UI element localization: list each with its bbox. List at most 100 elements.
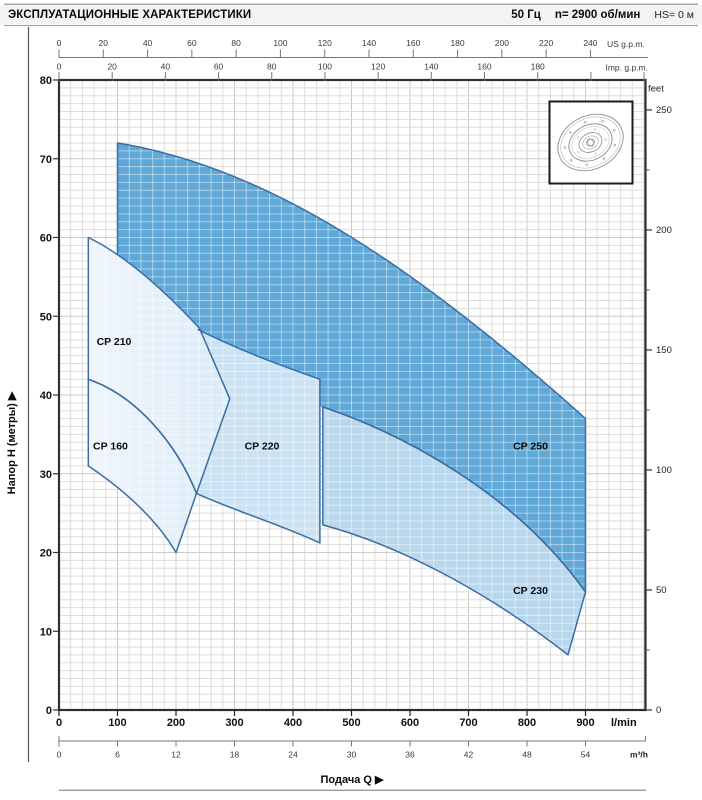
m3h-tick-label: 0 (57, 750, 62, 760)
us-gpm-unit-label: US g.p.m. (607, 39, 645, 49)
imp-gpm-tick-label: 100 (318, 62, 332, 72)
feet-tick-label: 100 (656, 465, 672, 476)
flow-tick-label: 400 (284, 717, 302, 729)
m3h-tick-label: 30 (347, 750, 357, 760)
m3h-tick-label: 24 (288, 750, 298, 760)
imp-gpm-tick-label: 160 (477, 62, 491, 72)
feet-tick-label: 0 (656, 705, 661, 716)
imp-gpm-tick-label: 120 (371, 62, 385, 72)
m3h-tick-label: 48 (522, 750, 532, 760)
page-title: ЭКСПЛУАТАЦИОННЫЕ ХАРАКТЕРИСТИКИ (8, 9, 252, 21)
us-gpm-tick-label: 80 (231, 38, 241, 48)
flow-tick-label: 0 (56, 717, 62, 729)
frequency-value: 50 Гц (511, 9, 541, 21)
header-specs: 50 Гц n= 2900 об/мин HS= 0 м (511, 9, 694, 21)
region-cp-210 (88, 237, 230, 494)
impeller-ring (578, 132, 603, 153)
feet-unit-label: feet (648, 84, 664, 95)
region-outline-cp-160 (87, 378, 198, 554)
imp-gpm-unit-label: Imp. g.p.m. (605, 63, 648, 73)
impeller-inner-hole (604, 138, 607, 141)
feet-tick-label: 250 (656, 105, 672, 116)
impeller-bolt-hole (584, 120, 587, 124)
imp-gpm-tick-label: 20 (107, 62, 117, 72)
impeller-inner-hole (593, 128, 596, 131)
impeller-bolt-hole (570, 159, 573, 162)
flow-tick-label: 900 (576, 717, 594, 729)
flow-tick-label: 800 (518, 717, 536, 729)
region-outlines (87, 142, 587, 656)
m3h-tick-label: 12 (171, 750, 181, 760)
us-gpm-tick-label: 0 (57, 38, 62, 48)
region-cp-220 (196, 329, 320, 543)
suction-head-value: HS= 0 м (654, 9, 694, 21)
x-axis-title: Подача Q ▶ (321, 774, 384, 786)
impeller-ring (571, 126, 610, 159)
region-label-cp-230: CP 230 (513, 585, 548, 597)
flow-tick-label: 500 (342, 717, 360, 729)
head-tick-label: 20 (40, 548, 52, 560)
region-cp-230 (322, 406, 586, 655)
pump-regions (88, 143, 586, 655)
feet-tick-label: 150 (656, 345, 672, 356)
m3h-tick-label: 36 (405, 750, 415, 760)
impeller-bolt-hole (613, 143, 617, 147)
axis-feet: 0 50 100 150 200 250 feet (645, 84, 672, 716)
m3h-tick-label: 42 (464, 750, 474, 760)
m3h-unit-label: m³/h (630, 750, 648, 760)
us-gpm-tick-label: 240 (583, 38, 597, 48)
us-gpm-tick-label: 180 (450, 38, 464, 48)
y-axis-title: Напор Н (метры) ▶ (6, 391, 18, 494)
impeller-ring (568, 123, 613, 162)
speed-value: n= 2900 об/мин (554, 9, 641, 21)
region-label-cp-210: CP 210 (97, 336, 132, 348)
impeller-ring (560, 116, 621, 169)
us-gpm-tick-label: 200 (495, 38, 509, 48)
head-tick-label: 40 (40, 390, 52, 402)
flow-tick-label: 200 (167, 717, 185, 729)
head-tick-label: 0 (46, 705, 52, 717)
impeller-drawing (557, 113, 624, 172)
page-header: ЭКСПЛУАТАЦИОННЫЕ ХАРАКТЕРИСТИКИ 50 Гц n=… (0, 5, 702, 25)
imp-gpm-tick-label: 0 (57, 62, 62, 72)
us-gpm-tick-label: 140 (362, 38, 376, 48)
head-tick-label: 50 (40, 311, 52, 323)
head-tick-label: 10 (40, 626, 52, 638)
head-tick-label: 70 (40, 154, 52, 166)
impeller-ring (582, 135, 599, 150)
imp-gpm-tick-label: 60 (214, 62, 224, 72)
imp-gpm-tick-label: 40 (161, 62, 171, 72)
region-label-cp-220: CP 220 (245, 441, 280, 453)
axis-us-gpm: 0 20 40 60 80 100 120 140 160 180 200 220 240 US g.p.… (57, 38, 648, 58)
region-labels: CP 250 CP 230 CP 220 CP 210 CP 160 (93, 336, 548, 597)
impeller-inner-hole (594, 152, 597, 155)
region-outline-cp-230 (322, 406, 587, 656)
region-cp-250 (117, 143, 586, 592)
flow-tick-label: 100 (108, 717, 126, 729)
m3h-tick-label: 6 (115, 750, 120, 760)
flow-tick-label: 600 (401, 717, 419, 729)
axis-imp-gpm: 0 20 40 60 80 100 120 140 160 180 Imp. g.p.m. (57, 62, 648, 81)
flow-tick-label: 300 (225, 717, 243, 729)
region-outline-cp-220 (195, 328, 321, 544)
us-gpm-tick-label: 160 (406, 38, 420, 48)
head-tick-label: 30 (40, 469, 52, 481)
axis-m3h: 0 6 12 18 24 30 36 42 48 54 m³/h (57, 736, 648, 760)
impeller-bolt-hole (613, 129, 616, 132)
impeller-bolt-hole (602, 157, 606, 160)
axis-flow-lmin: 0 100 200 300 400 500 600 700 800 900 l/min (56, 710, 637, 729)
impeller-bolt-hole (569, 131, 572, 134)
imp-gpm-tick-label: 140 (424, 62, 438, 72)
us-gpm-tick-label: 120 (318, 38, 332, 48)
impeller-hub-slot (587, 138, 594, 147)
impeller-bolt-hole (563, 146, 567, 149)
impeller-bolt-hole (601, 120, 604, 123)
impeller-ring (586, 138, 595, 147)
imp-gpm-tick-label: 80 (267, 62, 277, 72)
region-cp-160 (88, 379, 197, 553)
us-gpm-tick-label: 40 (143, 38, 153, 48)
impeller-inner-hole (577, 151, 580, 154)
imp-gpm-tick-label: 180 (531, 62, 545, 72)
